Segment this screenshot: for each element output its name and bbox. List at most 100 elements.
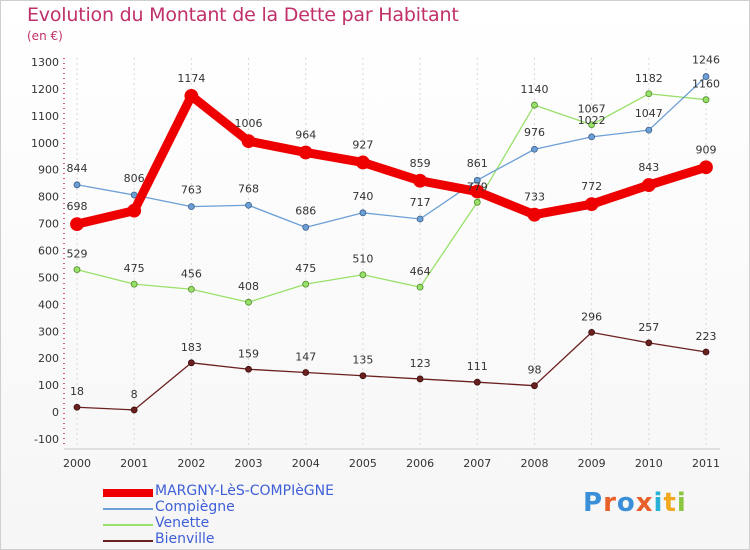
chart-title: Evolution du Montant de la Dette par Hab… [27, 4, 459, 26]
data-point [302, 369, 310, 376]
series-line [72, 91, 711, 229]
data-label: 111 [467, 360, 488, 373]
data-label: 772 [581, 180, 602, 193]
data-point [187, 203, 195, 211]
data-label: 1140 [520, 83, 548, 96]
y-tick-label: 1300 [31, 56, 59, 69]
data-point [356, 155, 370, 170]
data-label: 529 [67, 248, 88, 261]
data-point [702, 73, 710, 80]
x-tick-label: 2004 [292, 457, 320, 470]
legend-label: Venette [155, 515, 210, 531]
data-label: 1067 [578, 103, 606, 116]
y-tick-label: 400 [38, 298, 59, 311]
data-point [470, 184, 485, 199]
data-point [73, 181, 81, 189]
data-point [584, 197, 599, 212]
data-label: 861 [467, 157, 488, 170]
data-point [473, 198, 481, 206]
data-label: 123 [410, 357, 431, 370]
data-point [645, 126, 653, 134]
legend-label: Compiègne [155, 499, 235, 515]
data-label: 1160 [692, 78, 720, 91]
data-point [187, 359, 195, 367]
data-label: 779 [467, 180, 488, 193]
data-point [641, 178, 656, 192]
y-tick-label: 100 [38, 379, 59, 392]
data-point [473, 176, 481, 184]
legend-label: Bienville [155, 531, 215, 547]
data-label: 806 [124, 172, 145, 185]
data-label: 859 [410, 157, 431, 170]
x-tick-label: 2005 [349, 457, 377, 470]
data-point [359, 271, 367, 279]
data-point [127, 203, 142, 218]
x-tick-label: 2003 [235, 457, 263, 470]
data-label: 733 [524, 191, 545, 204]
data-point [473, 378, 481, 386]
x-tick-label: 2011 [692, 457, 720, 470]
data-label: 147 [295, 350, 316, 363]
data-label: 183 [181, 341, 202, 354]
data-point [245, 201, 252, 209]
y-tick-label: 1000 [31, 137, 59, 150]
unit-label: (en €) [27, 29, 63, 43]
x-tick-label: 2001 [120, 457, 148, 470]
y-tick-label: 0 [52, 406, 59, 419]
data-label: 408 [238, 280, 259, 293]
data-label: 296 [581, 310, 602, 323]
data-point [588, 121, 596, 129]
legend-swatch [103, 489, 153, 497]
data-label: 257 [638, 321, 659, 334]
x-tick-label: 2007 [463, 457, 491, 470]
y-tick-label: -100 [34, 433, 59, 446]
data-label: 1174 [177, 72, 205, 85]
x-tick-label: 2010 [635, 457, 663, 470]
y-tick-label: 500 [38, 271, 59, 284]
legend-swatch [103, 508, 153, 510]
data-point [130, 280, 138, 288]
data-point [184, 89, 199, 103]
y-tick-label: 1200 [31, 83, 59, 96]
data-label: 223 [696, 330, 717, 343]
data-label: 844 [67, 162, 88, 175]
legend-swatch [103, 524, 153, 526]
data-label: 456 [181, 267, 202, 280]
data-point [73, 266, 81, 274]
data-point [416, 283, 424, 291]
data-point [302, 280, 310, 288]
data-point [245, 298, 252, 306]
data-point [359, 372, 367, 380]
data-point [527, 207, 542, 222]
x-tick-label: 2002 [177, 457, 205, 470]
data-point [245, 365, 252, 373]
data-label: 135 [352, 354, 373, 367]
proxiti-logo: Proxiti [583, 488, 687, 518]
data-label: 740 [352, 190, 373, 203]
data-label: 686 [295, 204, 316, 217]
data-point [531, 101, 538, 109]
data-point [241, 134, 256, 149]
data-label: 1182 [635, 72, 663, 85]
data-label: 909 [696, 143, 717, 156]
y-tick-label: 1100 [31, 110, 59, 123]
data-label: 927 [352, 138, 373, 151]
y-tick-label: 300 [38, 325, 59, 338]
data-point [187, 285, 195, 293]
data-label: 98 [527, 364, 541, 377]
data-label: 1246 [692, 54, 720, 67]
y-tick-label: 700 [38, 218, 59, 231]
data-label: 475 [295, 262, 316, 275]
data-label: 1006 [235, 117, 263, 130]
data-label: 1047 [635, 107, 663, 120]
data-label: 159 [238, 347, 259, 360]
data-point [302, 223, 310, 231]
series-line [76, 93, 707, 303]
data-point [359, 209, 367, 217]
legend-swatch [103, 540, 153, 542]
y-tick-label: 200 [38, 352, 59, 365]
x-tick-label: 2006 [406, 457, 434, 470]
data-label: 763 [181, 184, 202, 197]
data-point [645, 339, 653, 347]
